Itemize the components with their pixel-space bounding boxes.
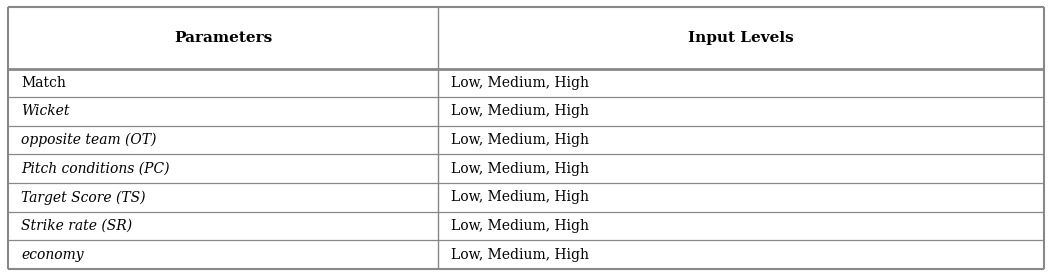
Text: Pitch conditions (PC): Pitch conditions (PC) (21, 162, 169, 176)
Text: economy: economy (21, 248, 84, 262)
Text: Low, Medium, High: Low, Medium, High (450, 105, 589, 118)
Text: Low, Medium, High: Low, Medium, High (450, 76, 589, 90)
Text: Input Levels: Input Levels (688, 31, 793, 45)
Text: Target Score (TS): Target Score (TS) (21, 190, 145, 205)
Text: Low, Medium, High: Low, Medium, High (450, 190, 589, 205)
Text: Low, Medium, High: Low, Medium, High (450, 219, 589, 233)
Text: Low, Medium, High: Low, Medium, High (450, 133, 589, 147)
Text: Match: Match (21, 76, 66, 90)
Text: Strike rate (SR): Strike rate (SR) (21, 219, 133, 233)
Text: Low, Medium, High: Low, Medium, High (450, 162, 589, 176)
Text: Wicket: Wicket (21, 105, 69, 118)
Text: opposite team (OT): opposite team (OT) (21, 133, 157, 147)
Text: Parameters: Parameters (174, 31, 272, 45)
Text: Low, Medium, High: Low, Medium, High (450, 248, 589, 262)
